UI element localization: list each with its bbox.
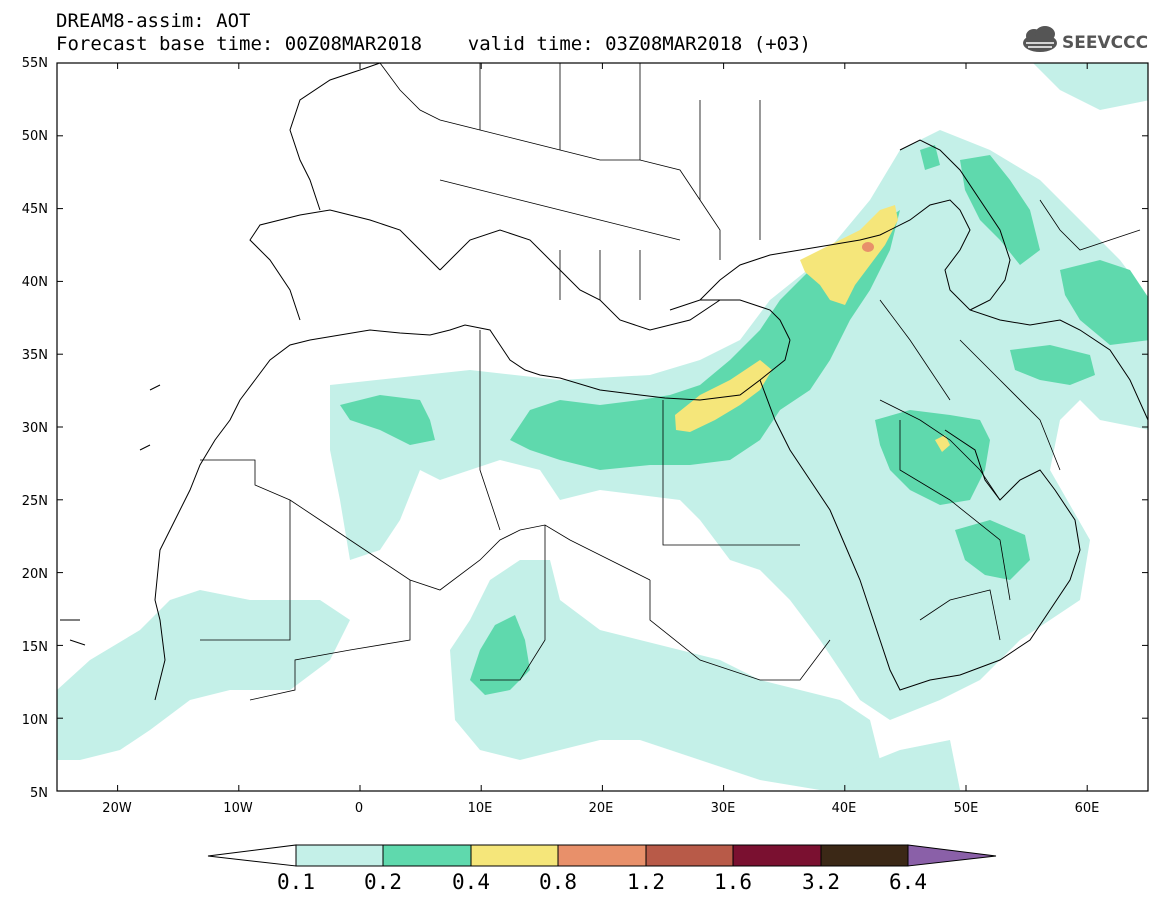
colorbar-swatch [295, 844, 384, 867]
lon-label: 60E [1075, 801, 1100, 816]
country-borders [200, 63, 1141, 701]
colorbar-label: 1.6 [714, 870, 752, 894]
colorbar: 0.1 0.2 0.4 0.8 1.2 1.6 3.2 6.4 [207, 844, 997, 894]
lon-label: 20W [102, 801, 132, 816]
lat-label: 40N [22, 275, 48, 290]
aot-field [57, 63, 1148, 790]
lat-label: 25N [22, 494, 48, 509]
lon-label: 20E [589, 801, 614, 816]
lat-ticks [57, 62, 1148, 792]
map-title: DREAM8-assim: AOT [56, 10, 251, 32]
lon-label: 0 [355, 801, 363, 816]
colorbar-swatch [470, 844, 559, 867]
colorbar-label: 3.2 [802, 870, 840, 894]
lat-label: 20N [22, 567, 48, 582]
coastlines [60, 63, 1148, 701]
lon-label: 50E [954, 801, 979, 816]
aot-band-0.4 [675, 205, 950, 452]
lon-label: 30E [711, 801, 736, 816]
lat-label: 45N [22, 202, 48, 217]
colorbar-label: 0.1 [277, 870, 315, 894]
colorbar-label: 0.8 [539, 870, 577, 894]
cloud-icon [1023, 26, 1057, 52]
lon-label: 40E [832, 801, 857, 816]
lat-label: 55N [22, 56, 48, 71]
lat-label: 35N [22, 348, 48, 363]
lat-label: 15N [22, 640, 48, 655]
colorbar-swatch [820, 844, 909, 867]
aot-band-0.8 [862, 242, 874, 252]
colorbar-swatch [557, 844, 647, 867]
lat-label: 50N [22, 129, 48, 144]
colorbar-label: 6.4 [889, 870, 927, 894]
colorbar-swatch [645, 844, 734, 867]
aot-band-0.2 [340, 145, 1148, 695]
colorbar-under-triangle [207, 844, 297, 867]
colorbar-swatch [732, 844, 822, 867]
seevccc-logo: SEEVCCC [1023, 26, 1148, 53]
colorbar-label: 0.2 [364, 870, 402, 894]
colorbar-swatch [382, 844, 472, 867]
colorbar-over-triangle [907, 844, 997, 867]
lon-label: 10W [223, 801, 253, 816]
logo-text: SEEVCCC [1062, 33, 1148, 53]
lat-label: 5N [30, 786, 48, 801]
lon-label: 10E [468, 801, 493, 816]
forecast-time-line: Forecast base time: 00Z08MAR2018 valid t… [56, 33, 811, 55]
colorbar-label: 1.2 [627, 870, 665, 894]
colorbar-label: 0.4 [452, 870, 490, 894]
lat-label: 30N [22, 421, 48, 436]
lon-ticks [117, 63, 1088, 791]
lat-label: 10N [22, 713, 48, 728]
